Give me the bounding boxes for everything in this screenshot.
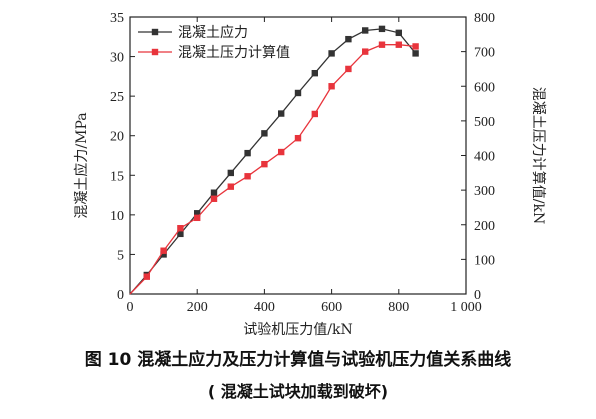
series-2-point <box>362 48 369 55</box>
x-tick-label: 600 <box>321 300 342 315</box>
series-2-point <box>160 247 167 254</box>
y-left-tick-label: 10 <box>110 209 124 224</box>
series-1-point <box>412 50 419 57</box>
series-2-point <box>395 41 402 48</box>
legend-label-2: 混凝土压力计算值 <box>178 45 290 61</box>
series-2-point <box>278 148 285 156</box>
series-1-point <box>244 149 251 157</box>
series-1-point <box>194 210 201 217</box>
y-right-tick-label: 400 <box>474 150 495 165</box>
series-2-point <box>261 160 268 168</box>
x-tick-label: 800 <box>388 300 409 315</box>
series-2-point <box>412 43 419 50</box>
series-2 <box>129 41 419 295</box>
y-left-tick-label: 5 <box>117 248 124 263</box>
series-1-line <box>129 28 417 295</box>
series-2-point <box>210 195 218 202</box>
series-1-point <box>294 89 302 97</box>
x-tick-label: 200 <box>187 300 208 315</box>
y-left-tick-label: 20 <box>110 130 124 145</box>
y-right-tick-label: 300 <box>474 184 495 199</box>
y-right-tick-label: 800 <box>474 11 495 26</box>
legend-label-1: 混凝土应力 <box>178 24 248 41</box>
y-right-tick-label: 0 <box>474 288 481 303</box>
series-1-point <box>395 29 402 37</box>
figure-subcaption: ( 混凝土试块加载到破坏) <box>207 382 389 401</box>
y-left-tick-label: 0 <box>117 288 124 303</box>
y-left-tick-label: 30 <box>110 51 124 66</box>
y-left-tick-label: 15 <box>110 169 124 184</box>
series-layer <box>129 25 419 295</box>
axes: 0 200 400 600 800 1 0000510152025303501002003… <box>73 11 546 338</box>
y-right-tick-label: 600 <box>474 80 495 95</box>
series-1-point <box>278 110 285 117</box>
legend-marker-1 <box>151 28 159 36</box>
y-right-tick-label: 700 <box>474 46 495 61</box>
series-1-point <box>311 69 318 77</box>
series-2-point <box>194 214 201 222</box>
series-2-line <box>129 44 416 295</box>
series-2-point <box>345 65 352 73</box>
series-2-point <box>294 134 302 142</box>
series-1-point <box>210 189 218 196</box>
series-2-point <box>143 273 150 280</box>
y-left-axis-label: 混凝土应力/MPa <box>73 112 90 218</box>
series-2-point <box>177 225 184 232</box>
chart: 0 200 400 600 800 1 0000510152025303501002003… <box>73 11 546 338</box>
y-right-axis-label: 混凝土压力计算值/kN <box>530 87 546 224</box>
series-1-point <box>227 169 234 177</box>
x-axis-label: 试验机压力值/kN <box>243 322 352 338</box>
series-1-point <box>345 35 352 43</box>
series-1-point <box>328 50 335 57</box>
series-1-point <box>160 251 167 258</box>
x-tick-label: 400 <box>254 300 275 315</box>
series-2-point <box>227 183 234 190</box>
series-1-point <box>261 130 268 137</box>
y-right-tick-label: 500 <box>474 115 495 130</box>
legend-marker-2 <box>151 48 159 56</box>
series-1-point <box>378 25 386 33</box>
y-right-tick-label: 100 <box>474 253 495 268</box>
series-2-point <box>328 83 335 90</box>
series-1 <box>129 25 419 295</box>
series-2-point <box>311 110 318 118</box>
figure-caption: 图 10 混凝土应力及压力计算值与试验机压力值关系曲线 <box>84 350 512 370</box>
y-left-tick-label: 25 <box>110 90 124 105</box>
x-tick-label: 0 <box>127 300 134 315</box>
y-left-tick-label: 35 <box>110 11 124 26</box>
series-1-point <box>177 230 184 238</box>
series-2-point <box>378 41 386 48</box>
series-2-point <box>244 173 251 180</box>
y-right-tick-label: 200 <box>474 219 495 234</box>
x-tick-label: 1 000 <box>450 300 482 315</box>
series-1-point <box>362 27 369 34</box>
